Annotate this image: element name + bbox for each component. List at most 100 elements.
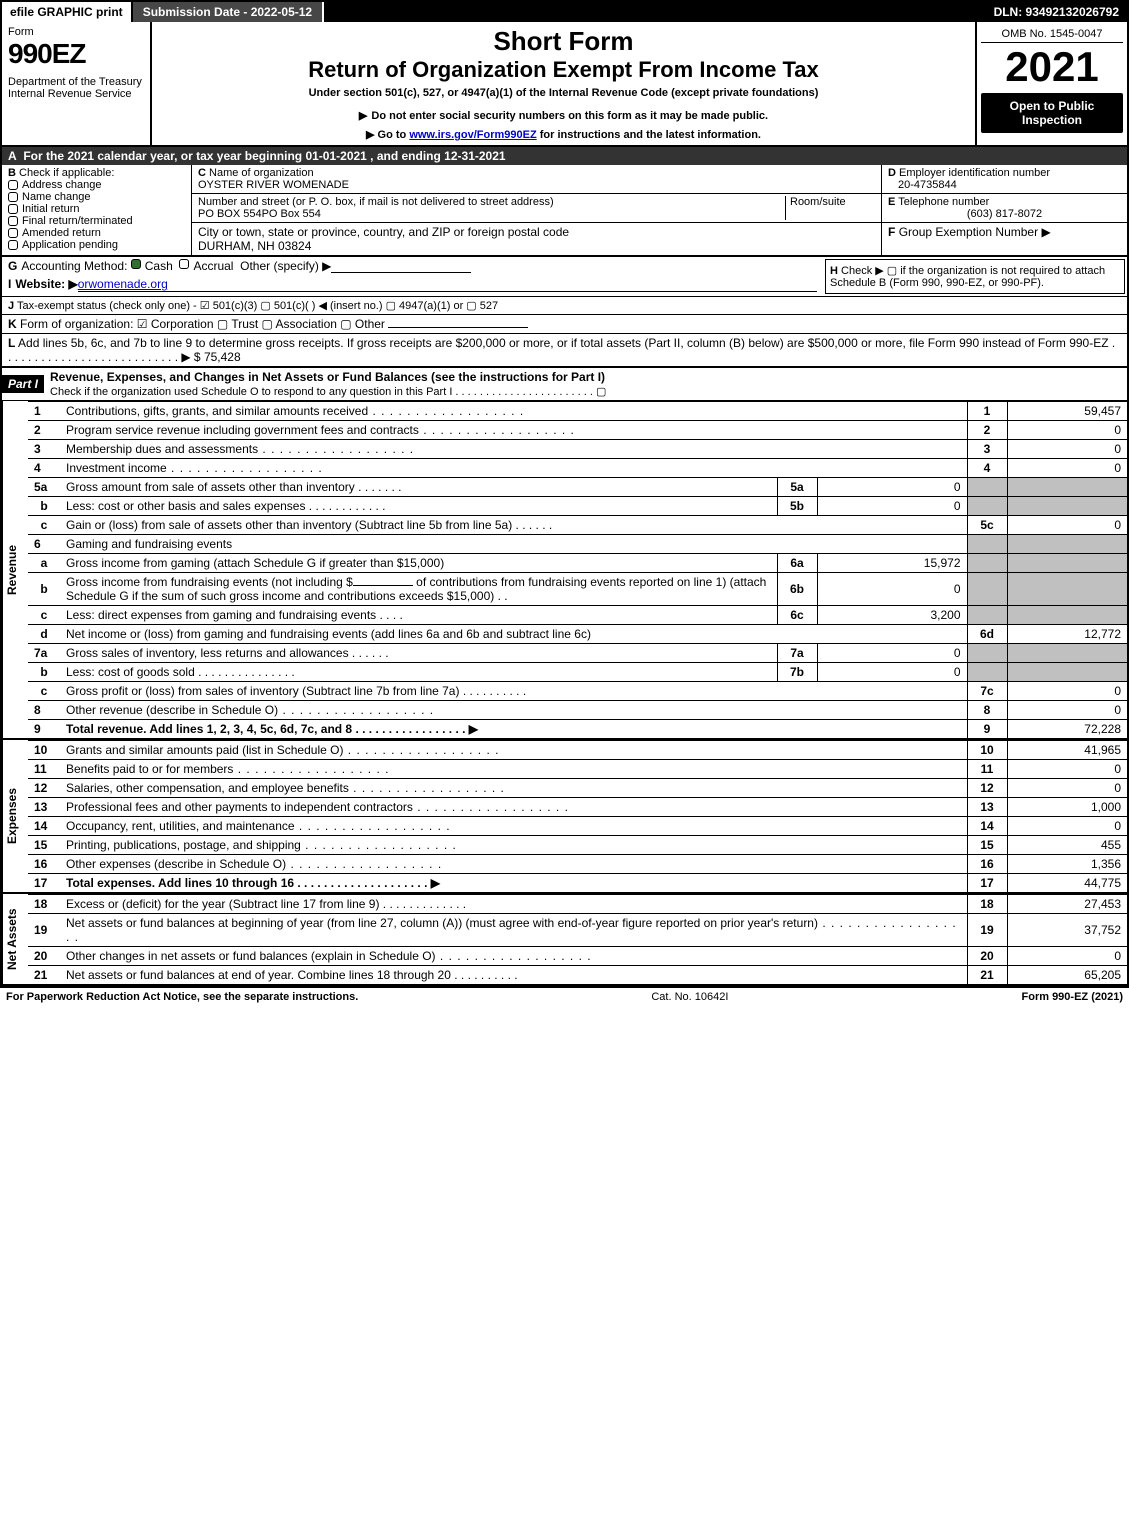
F-arrow: ▶ bbox=[1041, 225, 1050, 239]
line-13-rv: 1,000 bbox=[1007, 798, 1127, 817]
line-19-rv: 37,752 bbox=[1007, 914, 1127, 947]
expenses-section: Expenses 10Grants and similar amounts pa… bbox=[2, 740, 1127, 894]
tax-year: 2021 bbox=[981, 43, 1123, 91]
line-10-rv: 41,965 bbox=[1007, 741, 1127, 760]
line-6b-il: 6b bbox=[777, 573, 817, 606]
line-5a-iv: 0 bbox=[817, 478, 967, 497]
line-6a-il: 6a bbox=[777, 554, 817, 573]
line-10: 10 Grants and similar amounts paid (list … bbox=[28, 741, 1127, 760]
line-19-rn: 19 bbox=[967, 914, 1007, 947]
line-5b: bLess: cost or other basis and sales exp… bbox=[28, 497, 1127, 516]
submission-date: Submission Date - 2022-05-12 bbox=[133, 2, 324, 22]
efile-graphic-print[interactable]: efile GRAPHIC print bbox=[2, 2, 133, 22]
line-13-rn: 13 bbox=[967, 798, 1007, 817]
line-A: A For the 2021 calendar year, or tax yea… bbox=[2, 147, 1127, 165]
org-name: OYSTER RIVER WOMENADE bbox=[198, 179, 349, 191]
line-12: 12Salaries, other compensation, and empl… bbox=[28, 779, 1127, 798]
line-13-desc: Professional fees and other payments to … bbox=[66, 800, 413, 814]
street-value: PO BOX 554PO Box 554 bbox=[198, 208, 321, 220]
line-J: J Tax-exempt status (check only one) - ☑… bbox=[2, 297, 1127, 315]
line-7b-il: 7b bbox=[777, 663, 817, 682]
cb-amended-return[interactable] bbox=[8, 228, 18, 238]
cb-final-return[interactable] bbox=[8, 216, 18, 226]
lbl-amended-return: Amended return bbox=[22, 227, 101, 239]
line-10-rn: 10 bbox=[967, 741, 1007, 760]
line-2: 2Program service revenue including gover… bbox=[28, 421, 1127, 440]
line-18-desc: Excess or (deficit) for the year (Subtra… bbox=[66, 897, 379, 911]
cb-name-change[interactable] bbox=[8, 192, 18, 202]
cb-address-change[interactable] bbox=[8, 180, 18, 190]
line-1: 1Contributions, gifts, grants, and simil… bbox=[28, 402, 1127, 421]
irs-link[interactable]: www.irs.gov/Form990EZ bbox=[409, 129, 536, 141]
line-2-desc: Program service revenue including govern… bbox=[66, 423, 419, 437]
line-20: 20Other changes in net assets or fund ba… bbox=[28, 947, 1127, 966]
L-text: Add lines 5b, 6c, and 7b to line 9 to de… bbox=[8, 336, 1115, 364]
line-17-desc: Total expenses. Add lines 10 through 16 … bbox=[66, 876, 440, 890]
line-6-desc: Gaming and fundraising events bbox=[60, 535, 967, 554]
E-label: Telephone number bbox=[898, 196, 989, 208]
line-3-rv: 0 bbox=[1007, 440, 1127, 459]
line-6d-rn: 6d bbox=[967, 625, 1007, 644]
form-word: Form bbox=[8, 26, 144, 38]
line-7b-desc: Less: cost of goods sold bbox=[66, 665, 195, 679]
website-link[interactable]: orwomenade.org bbox=[78, 277, 817, 292]
other-specify-line[interactable] bbox=[331, 259, 471, 273]
B-heading: Check if applicable: bbox=[19, 167, 114, 179]
note-ssn: Do not enter social security numbers on … bbox=[156, 109, 971, 122]
line-3-rn: 3 bbox=[967, 440, 1007, 459]
line-5b-desc: Less: cost or other basis and sales expe… bbox=[66, 499, 305, 513]
line-16-rn: 16 bbox=[967, 855, 1007, 874]
part-I-title: Revenue, Expenses, and Changes in Net As… bbox=[50, 370, 605, 384]
line-1-desc: Contributions, gifts, grants, and simila… bbox=[66, 404, 368, 418]
D-label: Employer identification number bbox=[899, 167, 1050, 179]
G-label: Accounting Method: bbox=[21, 259, 127, 273]
line-7a-iv: 0 bbox=[817, 644, 967, 663]
line-6c-desc: Less: direct expenses from gaming and fu… bbox=[66, 608, 376, 622]
footer-left: For Paperwork Reduction Act Notice, see … bbox=[6, 991, 358, 1003]
cb-cash[interactable] bbox=[131, 259, 141, 269]
line-15-rv: 455 bbox=[1007, 836, 1127, 855]
part-I-header: Part I Revenue, Expenses, and Changes in… bbox=[2, 367, 1127, 401]
line-20-desc: Other changes in net assets or fund bala… bbox=[66, 949, 436, 963]
line-3: 3Membership dues and assessments30 bbox=[28, 440, 1127, 459]
line-5b-iv: 0 bbox=[817, 497, 967, 516]
cb-accrual[interactable] bbox=[179, 259, 189, 269]
line-K: K Form of organization: ☑ Corporation ▢ … bbox=[2, 315, 1127, 334]
lbl-address-change: Address change bbox=[22, 179, 102, 191]
line-A-text: For the 2021 calendar year, or tax year … bbox=[23, 149, 505, 163]
line-8: 8Other revenue (describe in Schedule O)8… bbox=[28, 701, 1127, 720]
L-value: 75,428 bbox=[204, 350, 241, 364]
line-21-desc: Net assets or fund balances at end of ye… bbox=[66, 968, 451, 982]
cb-application-pending[interactable] bbox=[8, 240, 18, 250]
line-6b: bGross income from fundraising events (n… bbox=[28, 573, 1127, 606]
line-9-rn: 9 bbox=[967, 720, 1007, 739]
line-11-desc: Benefits paid to or for members bbox=[66, 762, 233, 776]
line-9-rv: 72,228 bbox=[1007, 720, 1127, 739]
line-16: 16Other expenses (describe in Schedule O… bbox=[28, 855, 1127, 874]
line-L: L Add lines 5b, 6c, and 7b to line 9 to … bbox=[2, 334, 1127, 367]
line-5c-desc: Gain or (loss) from sale of assets other… bbox=[66, 518, 512, 532]
K-other-line[interactable] bbox=[388, 327, 528, 328]
line-14-rv: 0 bbox=[1007, 817, 1127, 836]
line-16-rv: 1,356 bbox=[1007, 855, 1127, 874]
line-12-rv: 0 bbox=[1007, 779, 1127, 798]
I-label: Website: ▶ bbox=[15, 277, 77, 292]
line-6b-blank[interactable] bbox=[353, 585, 413, 586]
cb-initial-return[interactable] bbox=[8, 204, 18, 214]
line-2-rv: 0 bbox=[1007, 421, 1127, 440]
form-container: efile GRAPHIC print Submission Date - 20… bbox=[0, 0, 1129, 988]
line-10-desc: Grants and similar amounts paid (list in… bbox=[66, 743, 343, 757]
line-7b: bLess: cost of goods sold . . . . . . . … bbox=[28, 663, 1127, 682]
line-21-rn: 21 bbox=[967, 966, 1007, 985]
line-6: 6Gaming and fundraising events bbox=[28, 535, 1127, 554]
line-8-rv: 0 bbox=[1007, 701, 1127, 720]
street-label: Number and street (or P. O. box, if mail… bbox=[198, 196, 554, 208]
form-header: Form 990EZ Department of the Treasury In… bbox=[2, 22, 1127, 147]
lbl-cash: Cash bbox=[145, 259, 173, 273]
line-13: 13 Professional fees and other payments t… bbox=[28, 798, 1127, 817]
line-6c-il: 6c bbox=[777, 606, 817, 625]
form-number: 990EZ bbox=[8, 38, 144, 70]
city-value: DURHAM, NH 03824 bbox=[198, 239, 311, 253]
line-9: 9Total revenue. Add lines 1, 2, 3, 4, 5c… bbox=[28, 720, 1127, 739]
line-G: GAccounting Method: Cash Accrual Other (… bbox=[2, 257, 823, 275]
